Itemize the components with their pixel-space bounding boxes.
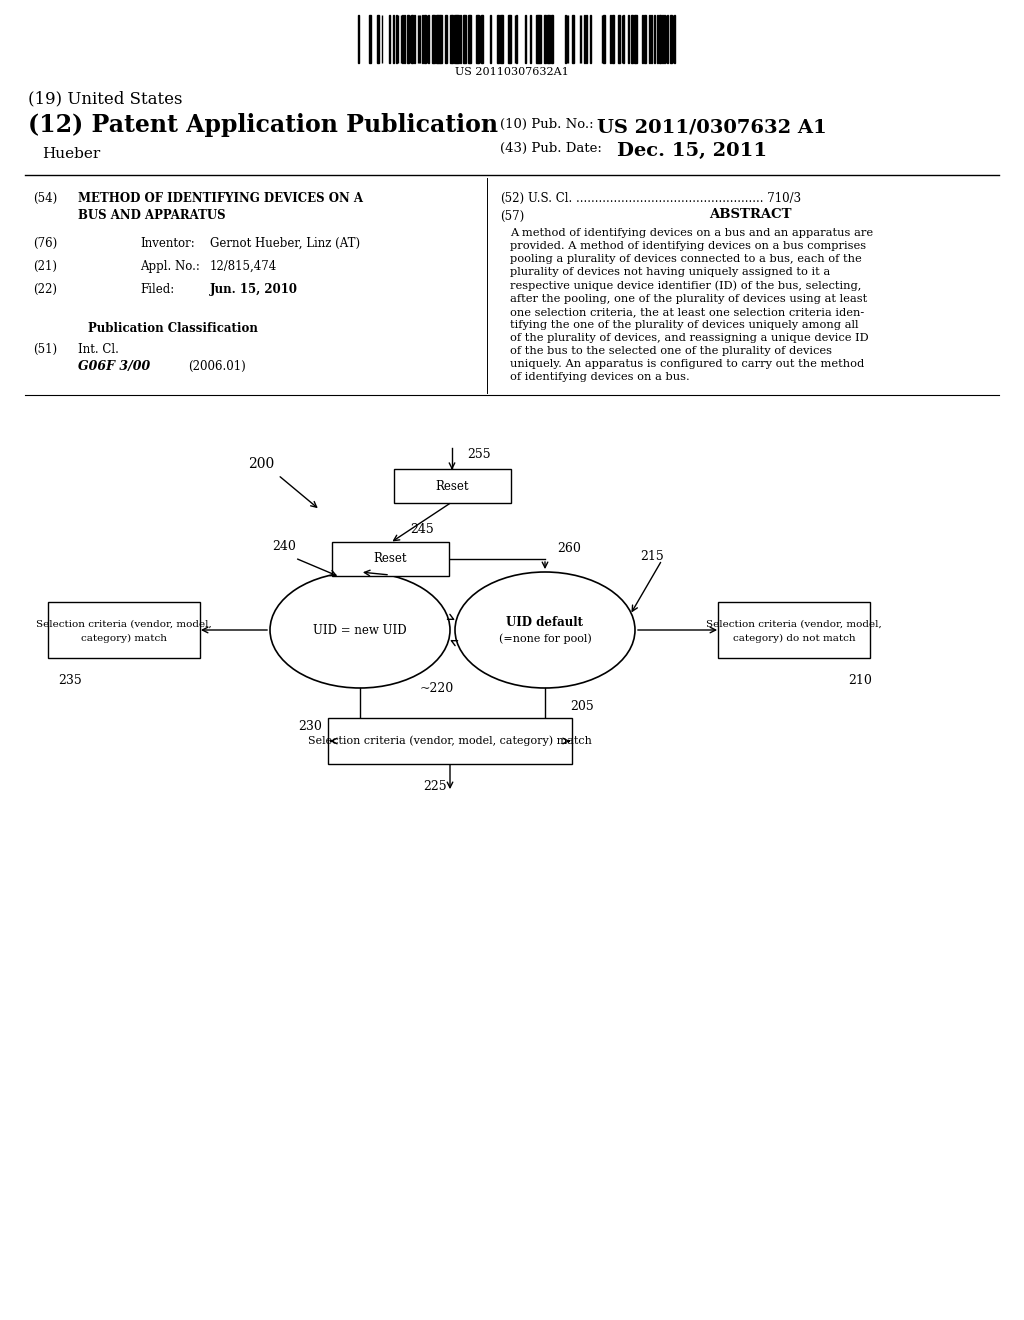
Text: Hueber: Hueber (42, 147, 100, 161)
Bar (670, 15, 672, 63)
Bar (458, 15, 460, 63)
Text: Selection criteria (vendor, model,: Selection criteria (vendor, model, (36, 619, 212, 628)
Text: 240: 240 (272, 540, 296, 553)
Bar (584, 15, 586, 63)
Text: Filed:: Filed: (140, 282, 174, 296)
Bar (544, 15, 546, 63)
Bar (516, 15, 517, 63)
Bar (464, 15, 466, 63)
Text: Selection criteria (vendor, model, category) match: Selection criteria (vendor, model, categ… (308, 735, 592, 746)
Text: US 2011/0307632 A1: US 2011/0307632 A1 (597, 117, 826, 136)
Text: (76): (76) (33, 238, 57, 249)
FancyBboxPatch shape (393, 469, 511, 503)
Bar (428, 15, 429, 63)
Text: Publication Classification: Publication Classification (88, 322, 258, 335)
Bar (667, 15, 669, 63)
Bar (610, 15, 611, 63)
FancyBboxPatch shape (48, 602, 200, 657)
Bar (438, 15, 439, 63)
Bar (618, 15, 621, 63)
Bar (389, 15, 390, 63)
Bar (611, 15, 613, 63)
Text: 225: 225 (423, 780, 446, 793)
Text: A method of identifying devices on a bus and an apparatus are
provided. A method: A method of identifying devices on a bus… (510, 228, 873, 383)
Text: UID default: UID default (507, 616, 584, 630)
Bar (401, 15, 403, 63)
Text: Int. Cl.: Int. Cl. (78, 343, 119, 356)
Bar (370, 15, 371, 63)
Text: 250: 250 (378, 550, 401, 564)
Text: 12/815,474: 12/815,474 (210, 260, 278, 273)
Text: (22): (22) (33, 282, 57, 296)
FancyBboxPatch shape (332, 543, 449, 576)
Bar (489, 15, 492, 63)
Bar (454, 15, 456, 63)
Text: (10) Pub. No.:: (10) Pub. No.: (500, 117, 594, 131)
Text: (12) Patent Application Publication: (12) Patent Application Publication (28, 114, 498, 137)
Text: (21): (21) (33, 260, 57, 273)
Text: Dec. 15, 2011: Dec. 15, 2011 (617, 143, 767, 160)
Bar (536, 15, 538, 63)
Text: 255: 255 (467, 447, 490, 461)
Text: 200: 200 (248, 457, 274, 471)
Text: ~220: ~220 (420, 682, 455, 696)
Text: (57): (57) (500, 210, 524, 223)
Text: (54): (54) (33, 191, 57, 205)
Text: Reset: Reset (374, 553, 407, 565)
Bar (635, 15, 637, 63)
Bar (433, 15, 435, 63)
Bar (424, 15, 426, 63)
Text: Appl. No.:: Appl. No.: (140, 260, 200, 273)
Text: Gernot Hueber, Linz (AT): Gernot Hueber, Linz (AT) (210, 238, 360, 249)
Text: 230: 230 (298, 719, 322, 733)
FancyBboxPatch shape (718, 602, 870, 657)
Text: 235: 235 (58, 675, 82, 686)
Text: (2006.01): (2006.01) (188, 360, 246, 374)
Bar (548, 15, 550, 63)
Text: 245: 245 (410, 523, 434, 536)
Text: 215: 215 (640, 550, 664, 564)
Text: category) match: category) match (81, 634, 167, 643)
Text: UID = new UID: UID = new UID (313, 623, 407, 636)
Text: Reset: Reset (435, 479, 469, 492)
Text: (52): (52) (500, 191, 524, 205)
Bar (440, 15, 442, 63)
Bar (540, 15, 541, 63)
Text: U.S. Cl. .................................................. 710/3: U.S. Cl. ...............................… (528, 191, 801, 205)
Bar (378, 15, 379, 63)
FancyBboxPatch shape (328, 718, 572, 764)
Text: METHOD OF IDENTIFYING DEVICES ON A
BUS AND APPARATUS: METHOD OF IDENTIFYING DEVICES ON A BUS A… (78, 191, 362, 222)
Bar (642, 15, 643, 63)
Bar (603, 15, 605, 63)
Bar (497, 15, 499, 63)
Bar (450, 15, 452, 63)
Text: (51): (51) (33, 343, 57, 356)
Text: ABSTRACT: ABSTRACT (709, 209, 792, 220)
Text: (=none for pool): (=none for pool) (499, 634, 592, 644)
Bar (476, 15, 478, 63)
Text: (43) Pub. Date:: (43) Pub. Date: (500, 143, 602, 154)
Bar (547, 15, 548, 63)
Bar (407, 15, 409, 63)
Bar (631, 15, 632, 63)
Text: category) do not match: category) do not match (733, 634, 855, 643)
Bar (500, 15, 502, 63)
Bar (572, 15, 573, 63)
Text: US 20110307632A1: US 20110307632A1 (455, 67, 569, 77)
Bar (445, 15, 446, 63)
Bar (659, 15, 662, 63)
Bar (644, 15, 645, 63)
Text: 210: 210 (848, 675, 871, 686)
Text: 260: 260 (557, 543, 581, 554)
Text: Jun. 15, 2010: Jun. 15, 2010 (210, 282, 298, 296)
Text: Selection criteria (vendor, model,: Selection criteria (vendor, model, (707, 619, 882, 628)
Text: (19) United States: (19) United States (28, 90, 182, 107)
Text: Inventor:: Inventor: (140, 238, 195, 249)
Text: 205: 205 (570, 700, 594, 713)
Text: G06F 3/00: G06F 3/00 (78, 360, 151, 374)
